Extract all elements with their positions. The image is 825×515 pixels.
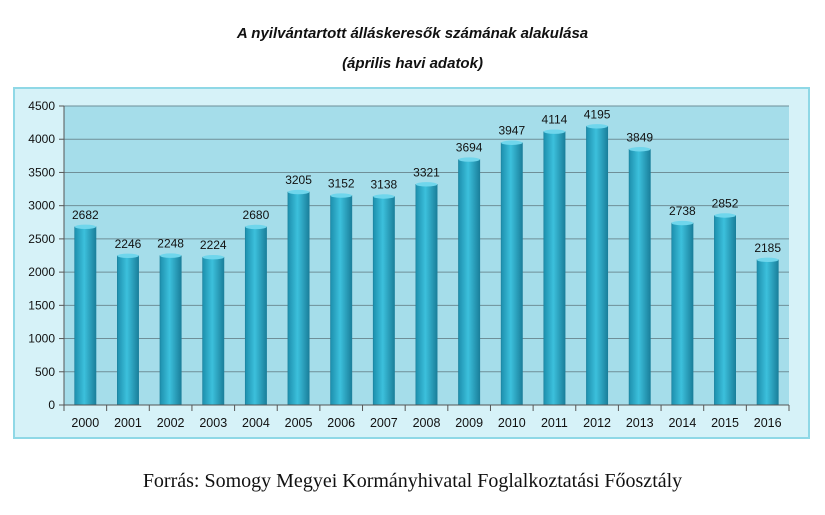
bar — [244, 226, 267, 406]
bar — [500, 142, 523, 406]
bar-top — [629, 147, 651, 152]
bar — [159, 255, 182, 406]
x-tick-label: 2001 — [114, 416, 142, 430]
bar-top — [202, 255, 224, 260]
data-label: 3138 — [371, 177, 398, 191]
x-tick-label: 2010 — [498, 416, 526, 430]
source-note: Forrás: Somogy Megyei Kormányhivatal Fog… — [142, 470, 683, 492]
y-tick-label: 4000 — [28, 132, 55, 146]
bar — [330, 195, 353, 406]
bar — [287, 191, 310, 406]
bar-top — [74, 224, 96, 229]
data-label: 3205 — [285, 173, 312, 187]
bar-top — [245, 224, 267, 230]
bar — [628, 148, 651, 406]
y-tick-label: 1500 — [28, 298, 55, 312]
data-label: 2246 — [115, 237, 142, 251]
x-tick-label: 2005 — [285, 416, 313, 430]
y-tick-label: 1000 — [28, 332, 55, 346]
data-label: 2185 — [754, 241, 781, 255]
y-tick-label: 3500 — [28, 165, 55, 179]
x-tick-label: 2011 — [541, 416, 568, 430]
x-tick-label: 2002 — [157, 416, 185, 430]
bar-top — [415, 182, 438, 187]
x-tick-label: 2014 — [668, 416, 696, 430]
bar-chart: 0 500 1000 1500 2000 2500 3000 3500 4000 4500 200… — [13, 87, 810, 439]
bar — [117, 255, 139, 406]
bar-top — [330, 193, 352, 198]
x-tick-label: 2006 — [327, 416, 355, 430]
bar-top — [543, 129, 566, 134]
x-tick-label: 2016 — [754, 416, 782, 430]
x-tick-label: 2004 — [242, 416, 270, 430]
data-label: 2852 — [712, 197, 739, 211]
bar-top — [671, 220, 694, 226]
bar-top — [373, 194, 395, 199]
bar — [756, 259, 779, 406]
bar — [714, 215, 736, 406]
bar — [543, 131, 566, 406]
bar-top — [287, 189, 310, 195]
x-tick-label: 2013 — [626, 416, 654, 430]
y-tick-label: 500 — [35, 365, 55, 379]
y-tick-label: 3000 — [28, 199, 55, 213]
bar — [372, 196, 395, 406]
bar-top — [501, 140, 523, 145]
x-tick-label: 2003 — [199, 416, 227, 430]
x-tick-label: 2007 — [370, 416, 398, 430]
bar — [74, 226, 97, 406]
data-label: 2248 — [157, 237, 184, 251]
bar — [415, 184, 438, 406]
data-label: 3947 — [498, 124, 525, 138]
y-tick-label: 2500 — [28, 232, 55, 246]
bar-top — [117, 253, 139, 258]
chart-title: A nyilvántartott álláskeresők számának a… — [236, 25, 589, 42]
bar-top — [458, 157, 480, 162]
bar-top — [586, 124, 608, 129]
data-label: 4195 — [584, 107, 611, 121]
bar — [586, 125, 609, 406]
data-label: 4114 — [542, 113, 568, 127]
x-tick-label: 2000 — [71, 416, 99, 430]
data-label: 3321 — [413, 165, 440, 179]
bar — [458, 159, 481, 406]
data-label: 3152 — [328, 177, 355, 191]
y-tick-label: 2000 — [28, 265, 55, 279]
x-tick-label: 2008 — [413, 416, 441, 430]
y-tick-label: 0 — [48, 398, 55, 412]
bar-top — [714, 213, 736, 218]
x-tick-label: 2009 — [455, 416, 483, 430]
y-tick-label: 4500 — [28, 99, 55, 113]
bar — [671, 222, 694, 406]
data-label: 3694 — [456, 141, 483, 155]
x-tick-label: 2012 — [583, 416, 611, 430]
data-label: 3849 — [626, 130, 653, 144]
bar — [202, 256, 225, 406]
data-label: 2224 — [200, 238, 227, 252]
data-label: 2738 — [669, 204, 696, 218]
x-tick-label: 2015 — [711, 416, 739, 430]
data-label: 2682 — [72, 208, 99, 222]
chart-subtitle: (április havi adatok) — [342, 55, 483, 72]
bar-top — [159, 253, 182, 258]
bar-top — [757, 257, 779, 263]
data-label: 2680 — [243, 208, 270, 222]
